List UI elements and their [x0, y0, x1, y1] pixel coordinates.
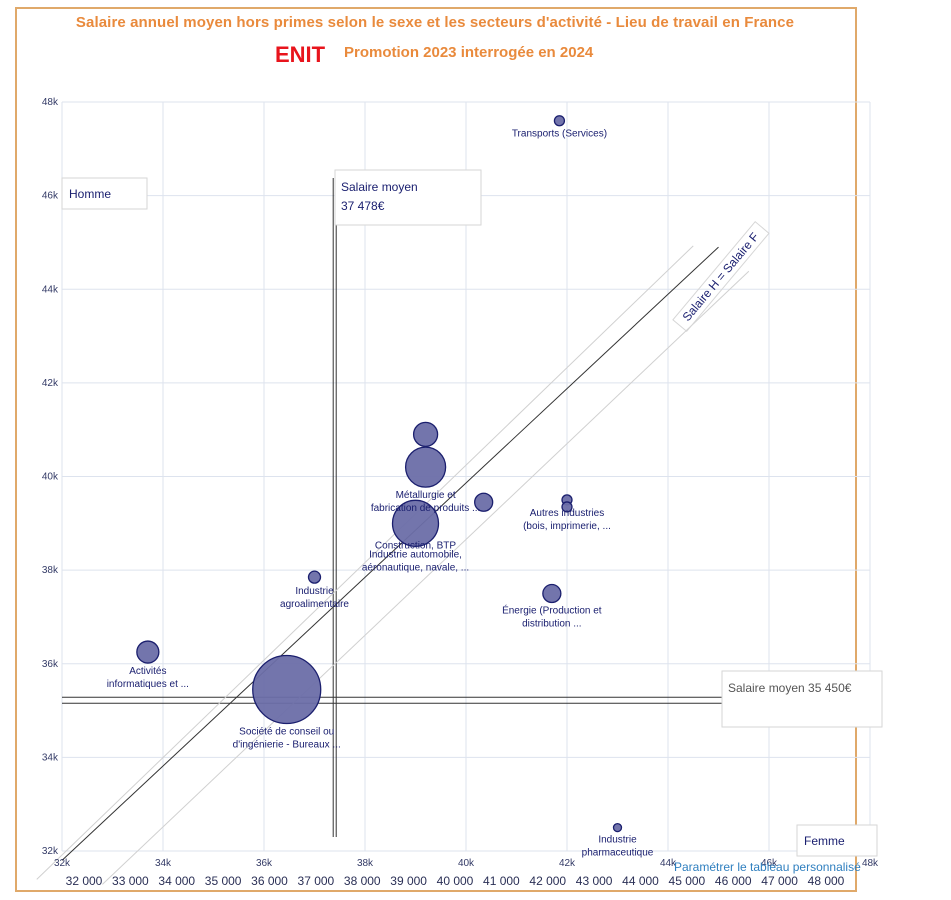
- mean-x-label: Salaire moyen: [341, 180, 418, 194]
- diagonal-label: Salaire H = Salaire F: [680, 230, 762, 324]
- bottom-tick-label: 37 000: [298, 874, 335, 888]
- bubble-labels: Transports (Services) Métallurgie et fabri…: [107, 129, 654, 859]
- axes: 32k 34k 36k 38k 40k 42k 44k 46k 48k 32k 34k 36k 38k 4…: [42, 97, 879, 888]
- bottom-tick-label: 45 000: [669, 874, 706, 888]
- bubble-label: Autres industries (bois, imprimerie, ...: [523, 508, 611, 532]
- bubble: [553, 115, 566, 127]
- settings-link[interactable]: Paramétrer le tableau personnalisé: [674, 860, 861, 874]
- y-tick-label: 46k: [42, 191, 59, 202]
- annotation-boxes: Homme Femme Salaire moyen 37 478€ Salaire mo…: [61, 169, 883, 857]
- x-tick-label: 40k: [458, 858, 475, 869]
- homme-box: [61, 177, 148, 210]
- femme-label: Femme: [804, 834, 845, 848]
- bubble-label: Énergie (Production et distribution ...: [502, 604, 602, 630]
- bottom-tick-label: 36 000: [251, 874, 288, 888]
- chart-title: Salaire annuel moyen hors primes selon l…: [75, 14, 795, 31]
- bubble-label-line: Transports (Services): [512, 129, 607, 140]
- x-tick-label: 36k: [256, 858, 273, 869]
- x-tick-label: 34k: [155, 858, 172, 869]
- x-tick-label: 48k: [862, 858, 879, 869]
- diagonal-band: [102, 270, 750, 885]
- bubble-label-line: Industrie: [295, 586, 334, 597]
- mean-y-box: [721, 670, 883, 728]
- bubble: [404, 446, 447, 488]
- x-tick-label: 42k: [559, 858, 576, 869]
- bottom-tick-label: 40 000: [437, 874, 474, 888]
- bubble-label-line: distribution ...: [522, 619, 581, 630]
- bottom-tick-label: 43 000: [576, 874, 613, 888]
- bubble-label-line: Activités: [129, 666, 166, 677]
- x-tick-label: 46k: [761, 858, 778, 869]
- bubble: [612, 822, 623, 833]
- bottom-tick-label: 33 000: [112, 874, 149, 888]
- bubble-label: Métallurgie et fabrication de produits ..…: [371, 490, 481, 514]
- bottom-tick-label: 48 000: [808, 874, 845, 888]
- bubble-label: Industrie automobile, aéronautique, naval…: [362, 549, 469, 573]
- bubble-label-line: pharmaceutique: [582, 848, 654, 859]
- bubble: [561, 501, 573, 513]
- y-tick-label: 38k: [42, 565, 59, 576]
- bubble-label-line: informatiques et ...: [107, 679, 189, 690]
- y-tick-label: 42k: [42, 378, 59, 389]
- x-tick-label: 32k: [54, 858, 71, 869]
- bubble: [307, 570, 322, 584]
- bottom-tick-label: 32 000: [66, 874, 103, 888]
- bubble-label-line: Métallurgie et: [396, 490, 456, 501]
- bubble-label-line: Énergie (Production et: [502, 604, 602, 617]
- bubble: [542, 583, 562, 604]
- extra-label: Construction, BTP: [375, 540, 456, 551]
- bottom-tick-label: 39 000: [390, 874, 427, 888]
- bubble-label-line: fabrication de produits ...: [371, 503, 481, 514]
- y-tick-label: 34k: [42, 752, 59, 763]
- bubbles: [136, 115, 623, 833]
- bubble-label: Industrie agroalimentaire: [280, 586, 349, 610]
- y-tick-label: 32k: [42, 846, 59, 857]
- bubble: [136, 640, 160, 664]
- grid: [61, 101, 871, 852]
- diagonal-band: [36, 245, 694, 880]
- bottom-tick-label: 35 000: [205, 874, 242, 888]
- bottom-tick-label: 34 000: [158, 874, 195, 888]
- x-tick-label: 38k: [357, 858, 374, 869]
- diagonal-line: [61, 246, 719, 861]
- y-tick-label: 48k: [42, 97, 59, 108]
- homme-label: Homme: [69, 187, 111, 201]
- bubble-label-line: (bois, imprimerie, ...: [523, 521, 611, 532]
- enit-logo-text: ENIT: [275, 42, 326, 67]
- bubble-label-line: Autres industries: [530, 508, 604, 519]
- y-tick-label: 36k: [42, 659, 59, 670]
- chart-frame: [15, 7, 857, 892]
- bottom-tick-label: 47 000: [761, 874, 798, 888]
- bottom-tick-label: 46 000: [715, 874, 752, 888]
- bubble-label: Société de conseil ou d'ingénierie - Bure…: [233, 726, 341, 750]
- chart-subtitle: Promotion 2023 interrogée en 2024: [344, 44, 594, 61]
- bubble-label-line: aéronautique, navale, ...: [362, 562, 469, 573]
- bottom-tick-label: 44 000: [622, 874, 659, 888]
- bubble: [412, 421, 439, 448]
- bubble: [391, 499, 440, 547]
- bubble-label-line: Industrie automobile,: [369, 549, 462, 560]
- bubble: [474, 492, 494, 512]
- bubble-label-line: agroalimentaire: [280, 599, 349, 610]
- bubble-label: Activités informatiques et ...: [107, 666, 189, 690]
- mean-x-value: 37 478€: [341, 199, 385, 213]
- bubble-label-line: Société de conseil ou: [239, 726, 334, 737]
- diagonal-label-box: [672, 221, 770, 333]
- bubble-label-line: d'ingénierie - Bureaux ...: [233, 739, 341, 750]
- bottom-tick-label: 38 000: [344, 874, 381, 888]
- bubble-label: Transports (Services): [512, 129, 607, 140]
- bubble: [252, 654, 322, 725]
- bottom-tick-label: 41 000: [483, 874, 520, 888]
- y-tick-label: 44k: [42, 284, 59, 295]
- bottom-tick-label: 42 000: [529, 874, 566, 888]
- mean-y-label: Salaire moyen 35 450€: [728, 681, 852, 695]
- x-tick-label: 44k: [660, 858, 677, 869]
- bubble-label: Industrie pharmaceutique: [582, 835, 654, 859]
- mean-x-box: [334, 169, 482, 226]
- femme-box: [796, 824, 878, 857]
- y-tick-label: 40k: [42, 472, 59, 483]
- bubble-label-line: Industrie: [598, 835, 637, 846]
